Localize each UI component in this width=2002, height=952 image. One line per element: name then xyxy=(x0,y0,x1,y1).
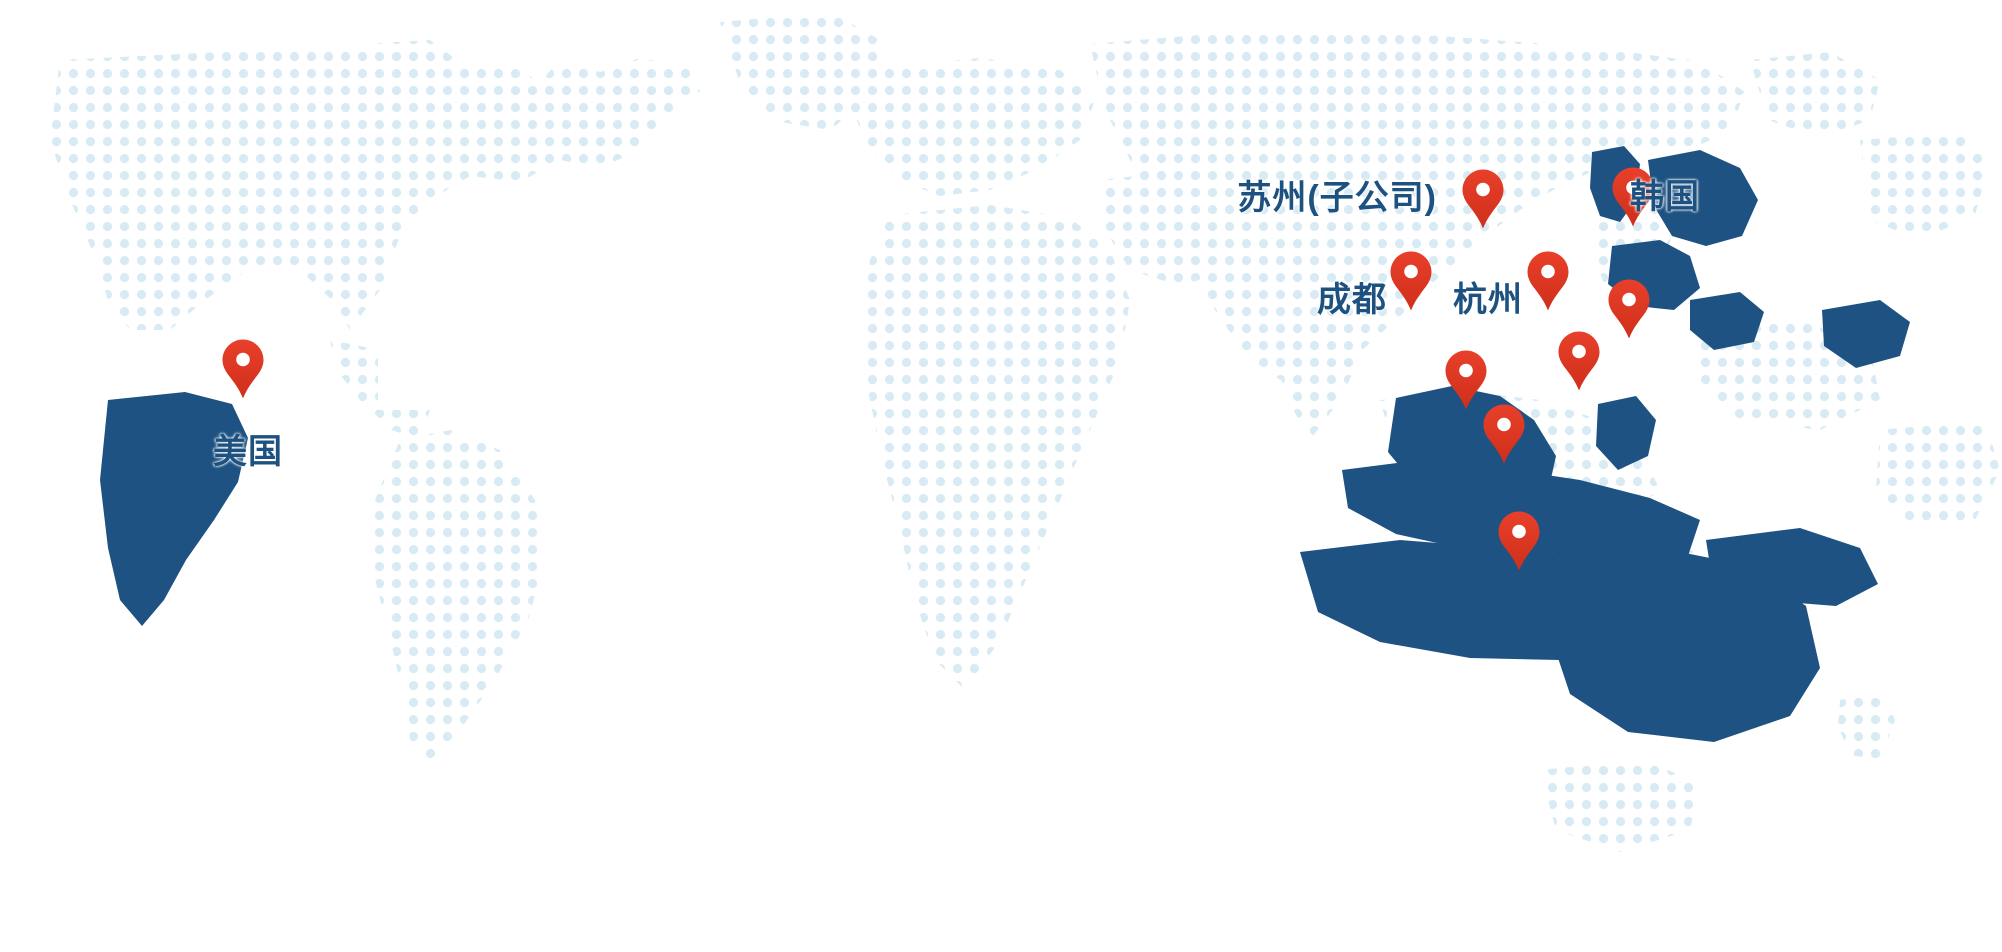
map-marker-korea[interactable] xyxy=(1610,166,1656,228)
map-marker-chengdu[interactable] xyxy=(1388,250,1434,312)
map-marker-site-c[interactable] xyxy=(1481,403,1527,465)
map-marker-site-d[interactable] xyxy=(1496,510,1542,572)
map-marker-site-b[interactable] xyxy=(1443,349,1489,411)
map-marker-hangzhou[interactable] xyxy=(1525,250,1571,312)
map-marker-japan[interactable] xyxy=(1606,278,1652,340)
blank-patch xyxy=(378,297,736,410)
map-marker-suzhou[interactable] xyxy=(1460,168,1506,230)
map-marker-site-a[interactable] xyxy=(1556,330,1602,392)
map-marker-us[interactable] xyxy=(220,338,266,400)
